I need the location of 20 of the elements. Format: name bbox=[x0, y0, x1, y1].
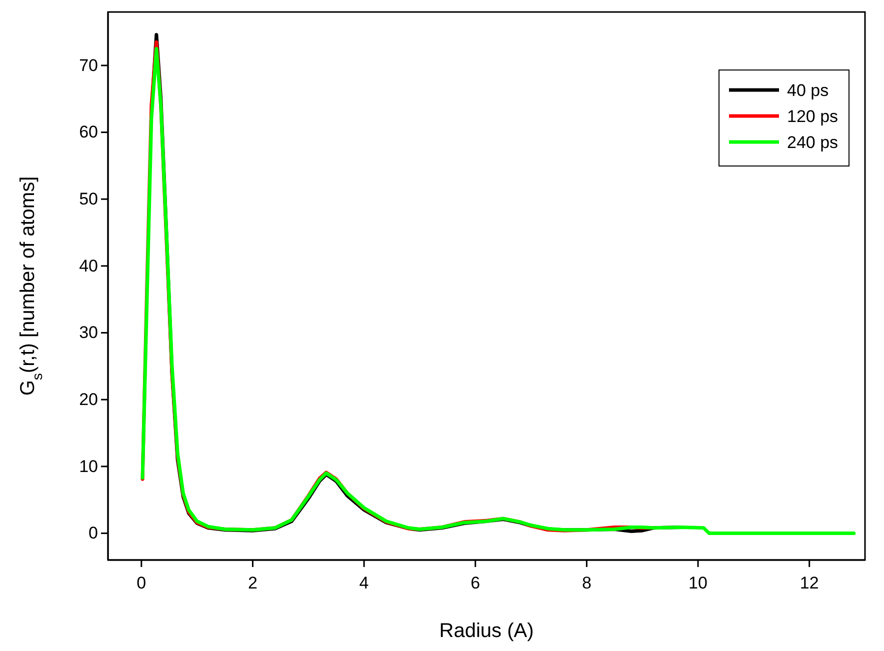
legend-label: 40 ps bbox=[787, 81, 829, 100]
x-tick-label: 8 bbox=[582, 574, 592, 593]
x-axis-title: Radius (A) bbox=[439, 620, 534, 642]
y-tick-label: 50 bbox=[79, 190, 98, 209]
y-tick-label: 10 bbox=[79, 456, 98, 476]
x-tick-label: 4 bbox=[359, 574, 369, 593]
y-tick-label: 40 bbox=[79, 256, 98, 276]
y-tick-label: 60 bbox=[79, 122, 98, 142]
legend-label: 240 ps bbox=[787, 133, 838, 152]
line-series bbox=[140, 47, 856, 536]
x-tick-label: 0 bbox=[136, 574, 146, 593]
y-tick-label: 0 bbox=[88, 524, 98, 543]
x-tick-label: 6 bbox=[470, 574, 480, 593]
y-tick-label: 70 bbox=[79, 56, 98, 75]
legend-label: 120 ps bbox=[787, 107, 838, 126]
x-tick-label: 10 bbox=[688, 574, 708, 593]
x-tick-label: 12 bbox=[800, 574, 819, 593]
y-tick-label: 30 bbox=[79, 323, 98, 342]
y-tick-label: 20 bbox=[79, 390, 98, 410]
x-tick-label: 2 bbox=[248, 574, 258, 593]
